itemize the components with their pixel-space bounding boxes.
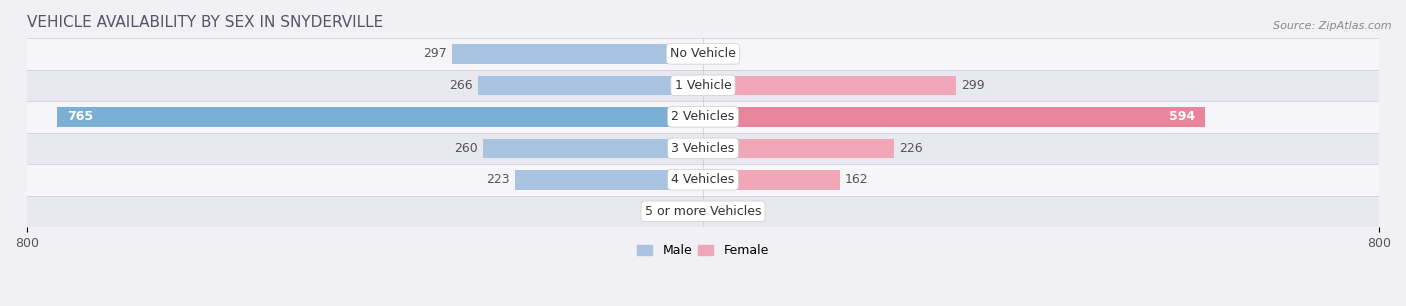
Bar	[27, 101, 1379, 132]
Bar	[703, 202, 721, 221]
Bar	[703, 107, 1205, 127]
Text: VEHICLE AVAILABILITY BY SEX IN SNYDERVILLE: VEHICLE AVAILABILITY BY SEX IN SNYDERVIL…	[27, 15, 384, 30]
Text: 1 Vehicle: 1 Vehicle	[675, 79, 731, 92]
Text: 594: 594	[1168, 110, 1195, 123]
Text: No Vehicle: No Vehicle	[671, 47, 735, 60]
Bar	[453, 44, 703, 64]
Bar	[703, 76, 956, 95]
Bar	[27, 164, 1379, 196]
Text: 765: 765	[66, 110, 93, 123]
Text: 223: 223	[486, 173, 509, 186]
Bar	[56, 107, 703, 127]
Bar	[676, 202, 703, 221]
Legend: Male, Female: Male, Female	[633, 239, 773, 262]
Bar	[703, 170, 839, 190]
Text: 266: 266	[450, 79, 474, 92]
Text: 22: 22	[727, 205, 742, 218]
Text: 226: 226	[898, 142, 922, 155]
Text: 32: 32	[655, 205, 671, 218]
Bar	[478, 76, 703, 95]
Text: 2 Vehicles: 2 Vehicles	[672, 110, 734, 123]
Text: Source: ZipAtlas.com: Source: ZipAtlas.com	[1274, 21, 1392, 32]
Bar	[27, 69, 1379, 101]
Bar	[27, 132, 1379, 164]
Text: 297: 297	[423, 47, 447, 60]
Text: 4 Vehicles: 4 Vehicles	[672, 173, 734, 186]
Text: 162: 162	[845, 173, 869, 186]
Text: 299: 299	[960, 79, 984, 92]
Bar	[703, 44, 718, 64]
Text: 260: 260	[454, 142, 478, 155]
Bar	[27, 38, 1379, 69]
Text: 18: 18	[723, 47, 740, 60]
Bar	[703, 139, 894, 158]
Text: 3 Vehicles: 3 Vehicles	[672, 142, 734, 155]
Bar	[27, 196, 1379, 227]
Text: 5 or more Vehicles: 5 or more Vehicles	[645, 205, 761, 218]
Bar	[515, 170, 703, 190]
Bar	[484, 139, 703, 158]
